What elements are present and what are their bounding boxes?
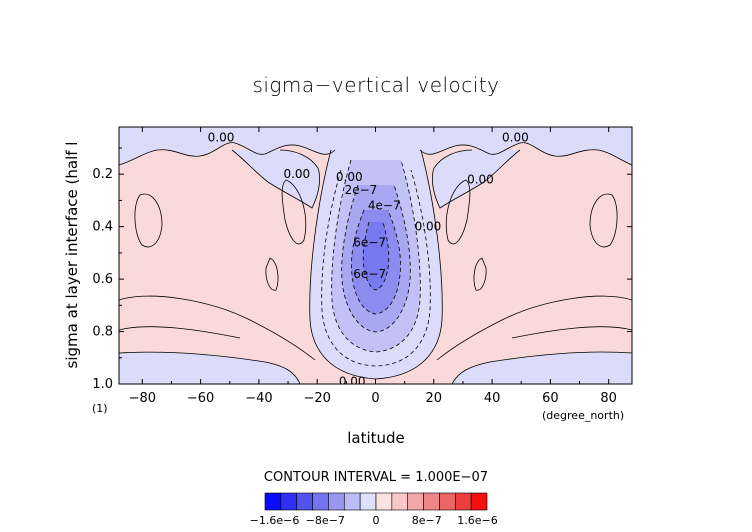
colorbar-label: −1.6e−6 [250,514,300,527]
negative-contour-lines [321,159,431,367]
colorbar-swatch [439,492,456,511]
colorbar-swatch [296,492,313,511]
x-tick-label: 40 [484,391,501,406]
colorbar-swatch [407,492,424,511]
contour-label: 0.00 [502,130,529,144]
contour-label: 0.00 [467,172,494,186]
contour-label: 0.00 [283,167,310,181]
colorbar-swatch [280,492,298,511]
colorbar-label: 0 [373,514,380,527]
colorbar-swatch [328,492,345,511]
central-cell-level-5 [363,222,389,290]
contour-interval-text: CONTOUR INTERVAL = 1.000E−07 [264,470,488,485]
contour-labels: 0.00 0.000.00 0.002e−74e−76e−76e−70.000.00… [208,130,529,388]
colorbar-swatch [343,492,361,511]
x-axis-label: latitude [347,429,405,447]
x-tick-label: 60 [542,391,559,406]
colorbar-label: −8e−7 [306,514,345,527]
negative-region-right [432,150,520,208]
colorbar-swatch [391,492,409,511]
colorbar-swatch [470,492,488,511]
colorbar-swatch [375,492,393,511]
y-tick-label: 0.8 [92,325,113,340]
colorbar-swatch [423,492,440,511]
colorbar-swatch [264,492,282,511]
plot-area: 0.00 0.000.00 0.002e−74e−76e−76e−70.000.00… [119,127,632,388]
y-axis-ticks: 0.2 0.4 0.6 0.8 1.0 [92,147,632,392]
contour-label: 0.00 [208,130,235,144]
x-tick-label: 0 [371,391,379,406]
contour-label: 2e−7 [345,183,378,197]
y-tick-label: 0.6 [92,272,113,287]
x-unit-label: (degree_north) [542,409,624,422]
x-tick-label: 20 [426,391,443,406]
x-tick-label: −20 [303,391,330,406]
x-axis-ticks: −80 −60 −40 −20 0 20 40 60 80 [129,127,617,406]
colorbar-label: 8e−7 [412,514,442,527]
colorbar-swatch [359,492,377,511]
x-tick-label: −60 [187,391,214,406]
contour-label: 0.00 [339,374,366,388]
chart-title: sigma−vertical velocity [252,73,499,97]
y-unit-label: (1) [92,402,108,415]
x-tick-label: −40 [245,391,272,406]
colorbar-swatch [312,492,329,511]
colorbar-swatch [454,492,472,511]
colorbar-labels: −1.6e−6 −8e−7 0 8e−7 1.6e−6 [250,514,498,527]
negative-region-top [119,127,632,165]
contour-label: 0.00 [415,220,442,234]
contour-lines [119,142,632,384]
y-axis-label: sigma at layer interface (half l [63,142,81,369]
contour-label: 6e−7 [353,267,386,281]
contour-label: 4e−7 [368,199,401,213]
x-tick-label: 80 [600,391,617,406]
contour-label: 6e−7 [353,235,386,249]
contour-label: 0.00 [336,170,363,184]
y-tick-label: 0.2 [92,167,113,182]
negative-region-left [232,150,320,208]
colorbar [264,492,488,511]
colorbar-label: 1.6e−6 [457,514,497,527]
y-tick-label: 1.0 [92,377,113,392]
x-tick-label: −80 [129,391,156,406]
y-tick-label: 0.4 [92,220,113,235]
